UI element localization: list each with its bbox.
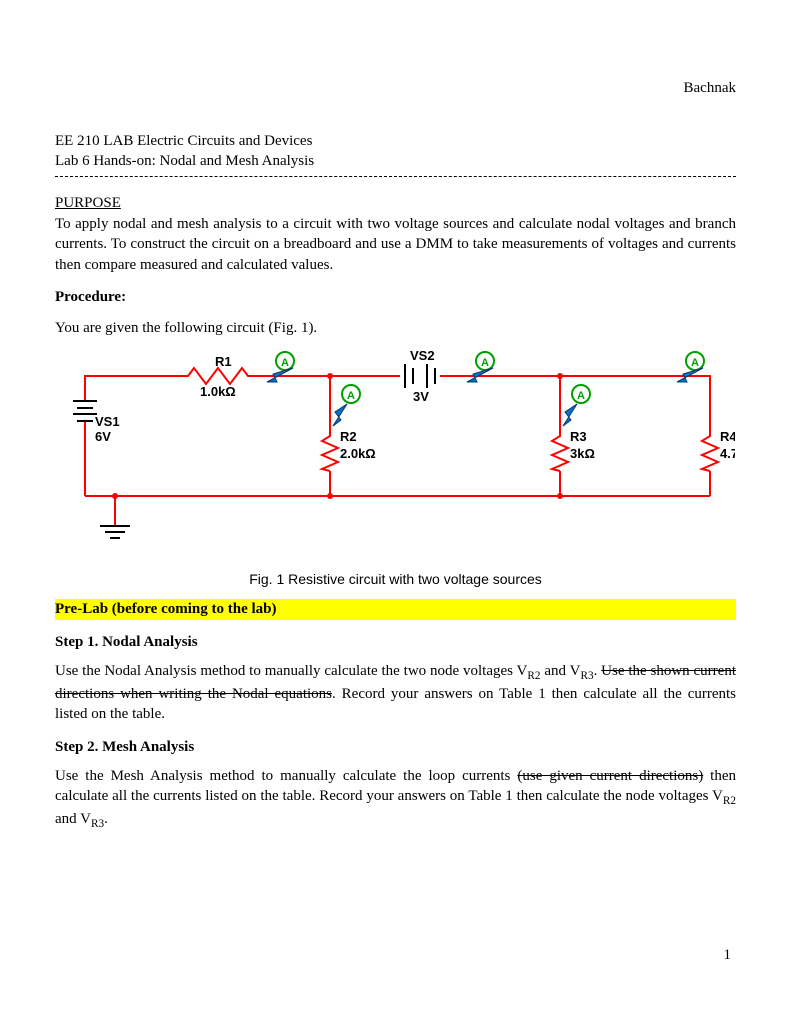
node-dot: [557, 373, 563, 379]
r4-value: 4.7kΩ: [720, 446, 735, 461]
vs1-value: 6V: [95, 429, 111, 444]
svg-text:A: A: [281, 357, 289, 369]
current-probe-icon: A: [333, 385, 360, 426]
r1-label: R1: [215, 354, 232, 369]
r3-value: 3kΩ: [570, 446, 595, 461]
procedure-intro: You are given the following circuit (Fig…: [55, 318, 736, 338]
svg-text:A: A: [691, 357, 699, 369]
step1-heading: Step 1. Nodal Analysis: [55, 634, 736, 651]
vs2-value: 3V: [413, 389, 429, 404]
node-dot: [557, 493, 563, 499]
prelab-heading: Pre-Lab (before coming to the lab): [55, 599, 736, 620]
course-header: EE 210 LAB Electric Circuits and Devices…: [55, 132, 736, 171]
step1-text: Use the Nodal Analysis method to manuall…: [55, 661, 736, 725]
course-title: EE 210 LAB Electric Circuits and Devices: [55, 132, 736, 152]
page-number: 1: [724, 947, 732, 964]
source-vs1: [73, 401, 97, 421]
figure-caption: Fig. 1 Resistive circuit with two voltag…: [55, 571, 736, 587]
r2-value: 2.0kΩ: [340, 446, 376, 461]
current-probe-icon: A: [467, 352, 494, 382]
circuit-svg: A A A A A: [55, 346, 735, 556]
r2-label: R2: [340, 429, 357, 444]
step2-heading: Step 2. Mesh Analysis: [55, 739, 736, 756]
divider-dashes: [55, 176, 736, 177]
svg-text:A: A: [481, 357, 489, 369]
purpose-text: To apply nodal and mesh analysis to a ci…: [55, 214, 736, 275]
author-name: Bachnak: [55, 80, 736, 97]
resistor-r1: [180, 368, 250, 384]
node-dot: [327, 493, 333, 499]
purpose-heading: PURPOSE: [55, 195, 736, 212]
svg-text:A: A: [577, 390, 585, 402]
node-dot: [327, 373, 333, 379]
current-probe-icon: A: [677, 352, 704, 382]
node-dot: [112, 493, 118, 499]
vs1-label: VS1: [95, 414, 120, 429]
source-vs2: [405, 364, 435, 388]
lab-document-page: Bachnak EE 210 LAB Electric Circuits and…: [0, 0, 791, 1024]
r1-value: 1.0kΩ: [200, 384, 236, 399]
circuit-figure: A A A A A: [55, 346, 736, 561]
ground-symbol: [100, 526, 130, 538]
circuit-wires: [85, 376, 710, 526]
resistor-r4: [702, 431, 718, 471]
step2-text: Use the Mesh Analysis method to manually…: [55, 766, 736, 833]
lab-title: Lab 6 Hands-on: Nodal and Mesh Analysis: [55, 152, 736, 172]
current-probe-icon: A: [563, 385, 590, 426]
procedure-heading: Procedure:: [55, 289, 736, 306]
resistor-r2: [322, 431, 338, 471]
vs2-label: VS2: [410, 348, 435, 363]
resistor-r3: [552, 431, 568, 471]
current-probe-icon: A: [267, 352, 294, 382]
svg-text:A: A: [347, 390, 355, 402]
r3-label: R3: [570, 429, 587, 444]
r4-label: R4: [720, 429, 735, 444]
